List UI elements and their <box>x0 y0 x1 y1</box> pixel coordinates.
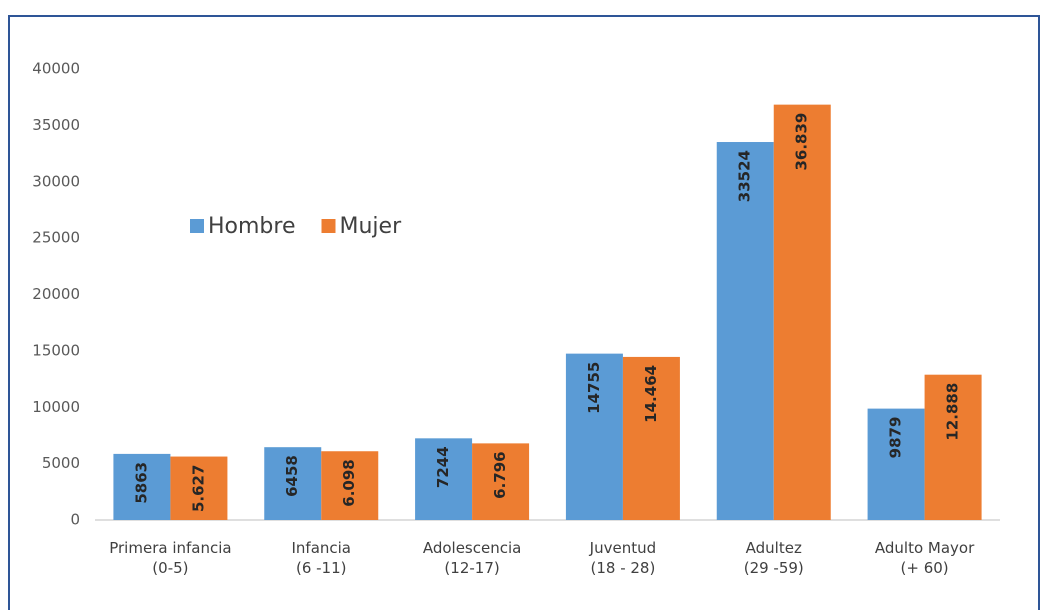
bar <box>170 456 228 520</box>
value-label: 36.839 <box>793 113 811 171</box>
value-label: 14.464 <box>642 365 660 423</box>
legend-swatch <box>190 219 204 233</box>
bar <box>472 443 530 520</box>
bar <box>264 447 322 520</box>
value-label: 5.627 <box>189 465 207 512</box>
value-label: 33524 <box>736 150 754 202</box>
value-label: 7244 <box>434 446 452 488</box>
bar <box>716 142 774 520</box>
x-tick-label: Adulto Mayor (+ 60) <box>874 539 975 577</box>
y-tick-label: 0 <box>70 511 80 529</box>
bar <box>113 453 171 520</box>
bar <box>565 353 623 520</box>
value-label: 5863 <box>132 462 150 504</box>
y-tick-label: 40000 <box>32 60 80 78</box>
value-label: 12.888 <box>944 383 962 441</box>
y-tick-label: 5000 <box>42 454 80 472</box>
bar <box>924 374 982 520</box>
x-tick-label: Primera infancia (0-5) <box>109 539 232 577</box>
bar <box>415 438 473 520</box>
legend-label: Hombre <box>208 214 296 239</box>
bar <box>867 408 925 520</box>
legend-swatch <box>321 219 336 233</box>
value-label: 9879 <box>887 417 905 459</box>
y-tick-label: 35000 <box>32 116 80 134</box>
value-label: 6458 <box>283 455 301 497</box>
value-label: 6.796 <box>491 451 509 498</box>
bar <box>622 356 680 520</box>
y-tick-label: 25000 <box>32 229 80 247</box>
x-tick-label: Adultez (29 -59) <box>743 539 804 577</box>
y-tick-label: 30000 <box>32 172 80 190</box>
x-tick-label: Juventud (18 - 28) <box>589 539 657 577</box>
bar <box>321 451 379 520</box>
value-label: 14755 <box>585 362 603 414</box>
y-tick-label: 10000 <box>32 398 80 416</box>
bar <box>773 104 831 521</box>
x-tick-label: Infancia (6 -11) <box>291 539 352 577</box>
x-tick-label: Adolescencia (12-17) <box>422 539 522 577</box>
y-tick-label: 15000 <box>32 341 80 359</box>
chart-frame <box>8 15 1040 610</box>
value-label: 6.098 <box>340 459 358 506</box>
y-tick-label: 20000 <box>32 285 80 303</box>
legend-label: Mujer <box>340 214 403 239</box>
